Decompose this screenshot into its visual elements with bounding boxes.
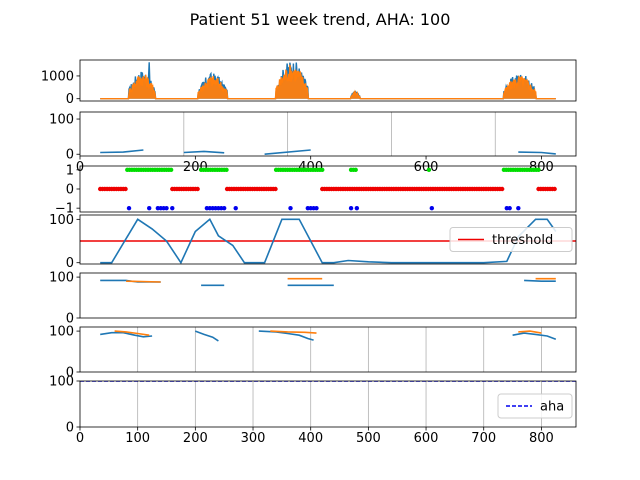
y-tick-label: 100: [49, 271, 74, 286]
x-tick-label: 500: [356, 431, 381, 446]
legend: aha: [497, 393, 573, 419]
scatter-point: [126, 205, 132, 211]
axes-frame: [79, 380, 577, 428]
scatter-point: [552, 186, 557, 192]
panel-5: 0 100: [49, 271, 577, 327]
x-tick-label: 300: [241, 431, 266, 446]
panel-3: −1 0 1: [55, 163, 577, 217]
x-tick-label: 800: [529, 160, 554, 175]
series-1-segment: [524, 279, 556, 282]
y-tick-label: 0: [66, 421, 74, 436]
y-tick-label: 100: [49, 325, 74, 340]
scatter-point: [233, 205, 238, 211]
y-tick-label: 100: [49, 113, 74, 128]
scatter-point: [536, 167, 541, 173]
figure-title: Patient 51 week trend, AHA: 100: [190, 10, 451, 29]
axes-frame: [79, 326, 577, 373]
legend-box: [497, 393, 573, 419]
scatter-point: [288, 205, 293, 211]
panel-6: 0 100: [49, 325, 577, 381]
y-tick-label: 0: [66, 148, 74, 163]
y-tick-label: 0: [66, 92, 74, 107]
scatter-point: [354, 205, 360, 211]
scatter-point: [170, 205, 175, 211]
series-1-segment: [195, 330, 219, 342]
y-tick-label: 0: [66, 312, 74, 327]
series-1-segment: [512, 332, 557, 341]
x-tick-label: 200: [183, 160, 208, 175]
plot-area: [100, 62, 556, 100]
series-2-segment: [114, 330, 150, 336]
panel-1: 0 1000: [41, 59, 577, 107]
axes-frame: [79, 59, 577, 102]
plot-area: [100, 277, 556, 287]
y-tick-label: 0: [66, 256, 74, 271]
scatter-point: [353, 167, 358, 173]
series-1-segment: [183, 150, 225, 154]
y-tick-label: 0: [66, 183, 74, 198]
scatter-point: [273, 186, 278, 192]
y-tick-label: 100: [49, 375, 74, 390]
x-tick-label: 0: [76, 431, 84, 446]
series-1-segment: [100, 218, 557, 264]
series-2-line: [100, 64, 556, 100]
series-1-segment: [100, 331, 153, 338]
series-1-segment: [264, 149, 311, 155]
scatter-point: [195, 186, 200, 192]
scatter-point: [221, 205, 227, 211]
x-tick-label: 800: [529, 431, 554, 446]
x-tick-label: 100: [125, 431, 150, 446]
legend-label: aha: [540, 400, 564, 415]
scatter-point: [507, 205, 512, 211]
scatter-point: [499, 186, 505, 192]
legend-box: [449, 227, 573, 252]
scatter-point: [516, 205, 521, 211]
scatter-point: [147, 205, 152, 211]
scatter-point: [314, 205, 319, 211]
x-tick-label: 700: [471, 431, 496, 446]
panel-4: 0 100 threshold: [49, 213, 577, 271]
scatter-point: [320, 167, 325, 173]
series-2-segment: [518, 330, 542, 334]
plot-area: [100, 112, 556, 156]
series-1-segment: [518, 151, 556, 155]
y-tick-label: 1000: [41, 69, 74, 84]
series-2-segment: [126, 280, 161, 283]
axes-frame: [79, 272, 577, 319]
x-tick-label: 400: [298, 160, 323, 175]
series-1-segment: [100, 149, 144, 154]
y-tick-label: −1: [55, 202, 74, 217]
panel-7: 0 100 0 100 200 300 400 500 600 700 800 aha: [49, 375, 577, 446]
y-tick-label: 100: [49, 213, 74, 228]
legend: threshold: [449, 227, 573, 252]
scatter-point: [168, 167, 174, 173]
scatter-point: [426, 167, 432, 173]
scatter-point: [164, 205, 169, 211]
x-tick-label: 200: [183, 431, 208, 446]
y-tick-label: 1: [66, 163, 74, 178]
scatter-point: [348, 205, 354, 211]
scatter-point: [224, 167, 229, 173]
x-tick-label: 600: [414, 160, 439, 175]
scatter-point: [429, 205, 435, 211]
legend-label: threshold: [492, 233, 553, 248]
scatter-point: [123, 186, 128, 192]
axes-frame: [79, 111, 577, 157]
axes-frame: [79, 214, 577, 265]
plot-area: [97, 167, 557, 211]
plot-area: [100, 327, 557, 372]
y-tick-label: 0: [66, 366, 74, 381]
x-tick-label: 400: [298, 431, 323, 446]
series-2-segment: [270, 330, 317, 334]
x-tick-label: 600: [414, 431, 439, 446]
